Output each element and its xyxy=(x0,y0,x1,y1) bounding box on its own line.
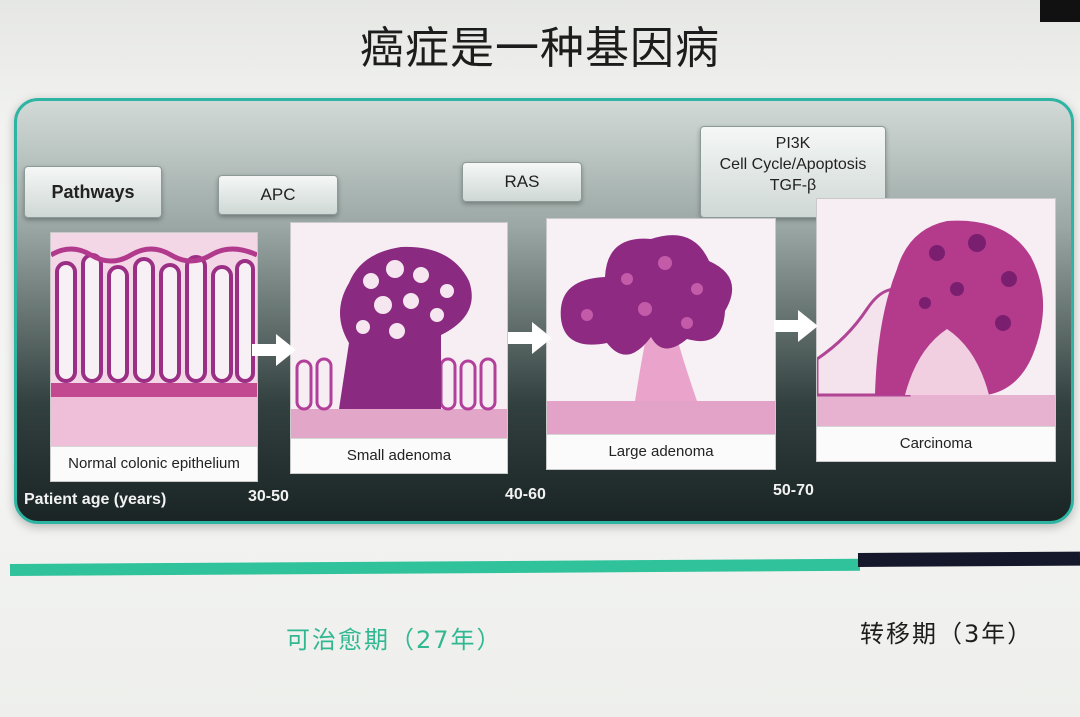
stage-label: Large adenoma xyxy=(547,434,775,469)
stage-normal-epithelium: Normal colonic epithelium xyxy=(50,232,258,482)
corner-mark xyxy=(1040,0,1080,22)
pathway-cell-cycle: Cell Cycle/Apoptosis xyxy=(719,156,867,173)
metastatic-phase-label: 转移期（3年） xyxy=(860,620,1034,648)
age-range: 40-60 xyxy=(505,486,546,503)
large-adenoma-image xyxy=(547,219,775,435)
progression-arrow-icon xyxy=(774,310,818,342)
progression-arrow-icon xyxy=(508,322,552,354)
age-axis-label: Patient age (years) xyxy=(24,491,167,508)
age-range: 30-50 xyxy=(248,488,289,505)
progression-arrow-icon xyxy=(252,334,296,366)
pathway-ras: RAS xyxy=(462,162,582,202)
pathway-tgf-beta: TGF-β xyxy=(769,177,817,194)
pathways-header: Pathways xyxy=(24,166,162,218)
small-adenoma-image xyxy=(291,223,507,439)
age-range: 50-70 xyxy=(773,482,814,499)
pathway-apc: APC xyxy=(218,175,338,215)
normal-epithelium-image xyxy=(51,233,257,447)
stage-label: Normal colonic epithelium xyxy=(51,446,257,481)
metastatic-phase-bar xyxy=(857,551,1080,567)
stage-label: Small adenoma xyxy=(291,438,507,473)
stage-small-adenoma: Small adenoma xyxy=(290,222,508,474)
carcinoma-image xyxy=(817,199,1055,427)
curable-phase-bar xyxy=(9,558,861,576)
slide-title: 癌症是一种基因病 xyxy=(360,23,720,74)
pathway-pi3k: PI3K xyxy=(775,135,811,152)
stage-large-adenoma: Large adenoma xyxy=(546,218,776,470)
stage-label: Carcinoma xyxy=(817,426,1055,461)
curable-phase-label: 可治愈期（27年） xyxy=(286,626,503,654)
stage-carcinoma: Carcinoma xyxy=(816,198,1056,462)
timeline-bar xyxy=(9,550,1080,580)
